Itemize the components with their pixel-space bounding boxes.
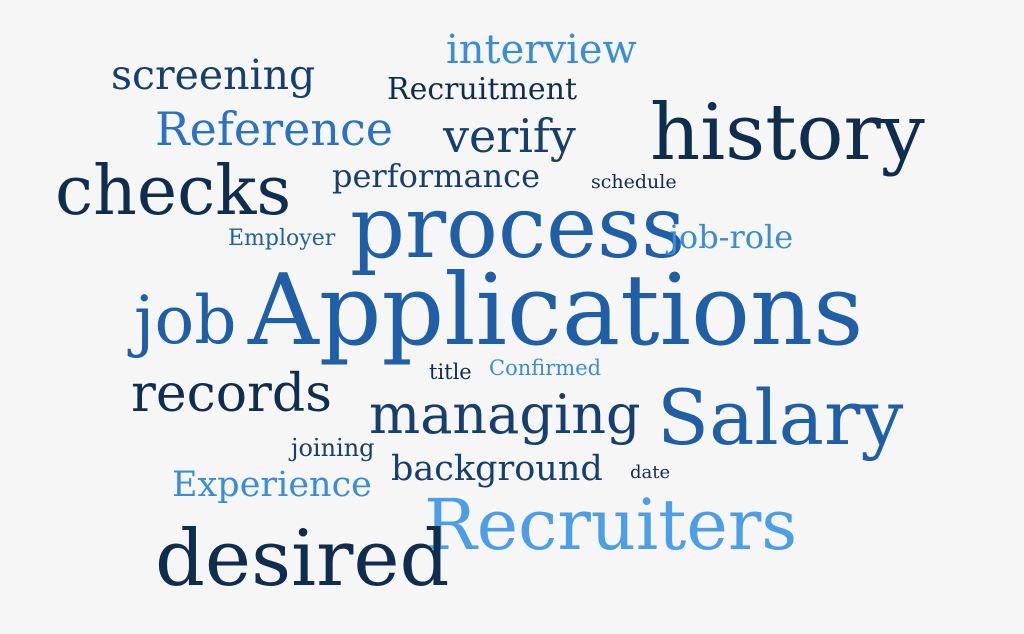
word-history: history <box>650 88 925 178</box>
word-process: process <box>350 178 686 278</box>
word-job-role: job-role <box>669 218 794 256</box>
word-records: records <box>131 364 332 424</box>
word-title: title <box>429 360 472 384</box>
word-salary: Salary <box>657 373 904 462</box>
word-background: background <box>391 449 603 489</box>
word-confirmed: Confirmed <box>489 356 602 380</box>
word-experience: Experience <box>172 465 372 505</box>
word-desired: desired <box>155 514 450 604</box>
word-recruitment: Recruitment <box>387 72 578 107</box>
word-screening: screening <box>111 51 316 99</box>
word-schedule: schedule <box>591 171 677 193</box>
word-joining: joining <box>291 434 375 462</box>
word-performance: performance <box>332 157 541 195</box>
word-reference: Reference <box>155 102 393 156</box>
word-job: job <box>134 282 237 359</box>
word-date: date <box>630 462 671 483</box>
word-managing: managing <box>369 383 641 446</box>
word-employer: Employer <box>228 226 336 251</box>
word-checks: checks <box>55 152 292 231</box>
word-applications: Applications <box>248 254 864 368</box>
word-verify: verify <box>443 109 576 163</box>
word-interview: interview <box>446 27 637 73</box>
word-recruiters: Recruiters <box>424 484 798 566</box>
